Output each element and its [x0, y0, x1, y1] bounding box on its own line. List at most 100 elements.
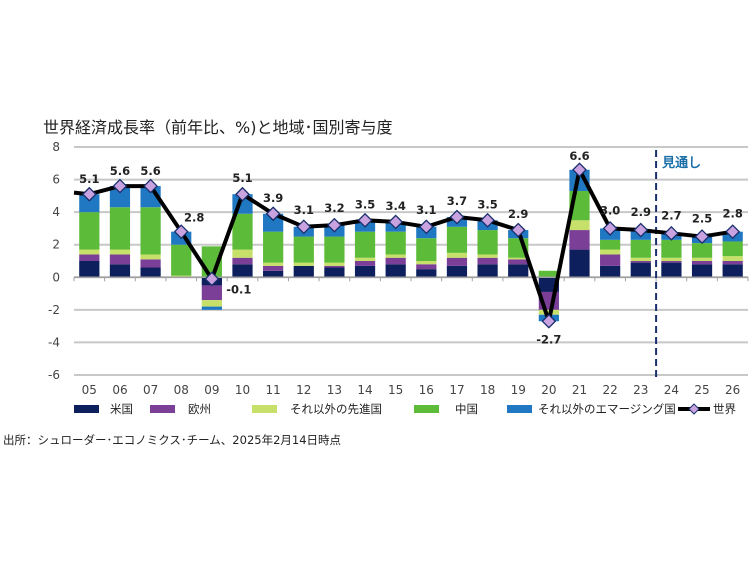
bar-segment	[232, 249, 253, 258]
data-label: 2.7	[661, 208, 681, 222]
bar-segment	[293, 265, 314, 278]
legend-label: 欧州	[188, 402, 211, 416]
bar-segment	[722, 261, 743, 265]
bar-segment	[385, 231, 406, 255]
bar-segment	[508, 257, 529, 260]
bar-segment	[691, 264, 713, 278]
data-label: 5.1	[232, 171, 252, 185]
data-label: 6.6	[569, 149, 589, 163]
data-label: 5.1	[79, 172, 99, 186]
bar-segment	[385, 257, 406, 265]
bar-segment	[691, 243, 713, 258]
bar-segment	[79, 254, 100, 261]
bar-segment	[600, 265, 621, 278]
bar-segment	[630, 261, 651, 263]
bar-segment	[324, 236, 345, 263]
bar-segment	[140, 259, 161, 268]
bar-segment	[232, 264, 253, 278]
legend-label: 米国	[110, 402, 133, 416]
data-label: 2.5	[692, 212, 712, 226]
world-point	[357, 212, 373, 228]
data-label: 3.2	[324, 201, 344, 215]
bar-segment	[232, 213, 253, 250]
data-label: 5.6	[140, 164, 160, 178]
data-label: 5.6	[110, 164, 130, 178]
world-point	[173, 224, 189, 240]
legend-swatch	[74, 405, 99, 413]
legend-swatch	[252, 405, 277, 413]
world-point	[326, 217, 342, 233]
bar-segment	[201, 306, 222, 310]
x-tick-label: 09	[204, 383, 219, 397]
y-tick-label: 2	[52, 238, 60, 252]
world-point	[541, 313, 557, 329]
x-tick-label: 24	[664, 383, 679, 397]
x-tick-label: 15	[388, 383, 403, 397]
x-tick-label: 10	[235, 383, 250, 397]
x-tick-label: 19	[511, 383, 526, 397]
bar-segment	[661, 261, 682, 263]
bar-segment	[201, 285, 222, 301]
world-point	[449, 209, 465, 225]
x-tick-label: 07	[143, 383, 158, 397]
y-tick-label: 6	[52, 173, 60, 187]
bar-segment	[661, 257, 682, 261]
data-label: 2.9	[508, 207, 528, 221]
bar-segment	[171, 275, 192, 278]
world-point	[388, 214, 404, 230]
bar-segment	[293, 262, 314, 266]
bar-segment	[263, 265, 284, 271]
y-tick-label: -4	[48, 335, 60, 349]
bar-segment	[263, 231, 284, 263]
x-tick-label: 22	[602, 383, 617, 397]
bar-segment	[446, 252, 468, 258]
y-tick-label: 8	[52, 140, 60, 154]
bar-segment	[661, 239, 682, 258]
data-label: 3.5	[477, 197, 497, 211]
bar-segment	[201, 300, 222, 307]
world-point	[572, 162, 587, 178]
forecast-label: 見通し	[661, 155, 701, 171]
y-tick-label: -6	[48, 368, 60, 382]
bar-segment	[722, 256, 743, 261]
world-point	[663, 225, 679, 241]
data-label: 3.0	[600, 203, 620, 217]
x-tick-label: 12	[296, 383, 311, 397]
data-label: 2.8	[722, 207, 742, 221]
bar-segment	[354, 231, 376, 258]
legend-marker	[688, 403, 700, 415]
y-tick-label: -2	[48, 303, 60, 317]
bar-segment	[263, 270, 284, 278]
bar-segment	[416, 269, 437, 278]
world-point	[633, 222, 649, 238]
bar-segment	[109, 207, 131, 250]
legend-swatch	[150, 405, 175, 413]
bar-segment	[354, 257, 376, 261]
x-tick-label: 08	[174, 383, 189, 397]
bar-segment	[385, 264, 406, 278]
bar-segment	[232, 257, 253, 265]
x-tick-label: 13	[327, 383, 342, 397]
legend-label: それ以外の先進国	[290, 402, 382, 416]
bar-segment	[569, 249, 590, 278]
world-point	[418, 219, 434, 235]
bar-segment	[263, 262, 284, 266]
bar-segment	[416, 264, 437, 270]
legend-label: 中国	[455, 402, 478, 416]
bar-segment	[324, 265, 345, 268]
bar-segment	[109, 264, 131, 278]
bar-segment	[446, 226, 468, 253]
x-tick-label: 05	[82, 383, 97, 397]
world-point	[143, 178, 159, 194]
bar-segment	[446, 257, 468, 266]
bar-segment	[569, 230, 590, 250]
bar-segment	[691, 261, 713, 265]
y-tick-label: 4	[52, 205, 60, 219]
bar-segment	[324, 267, 345, 278]
x-tick-label: 06	[112, 383, 127, 397]
legend-label: 世界	[713, 402, 736, 416]
bar-segment	[416, 261, 437, 265]
x-tick-label: 11	[265, 383, 280, 397]
world-point	[265, 206, 281, 222]
